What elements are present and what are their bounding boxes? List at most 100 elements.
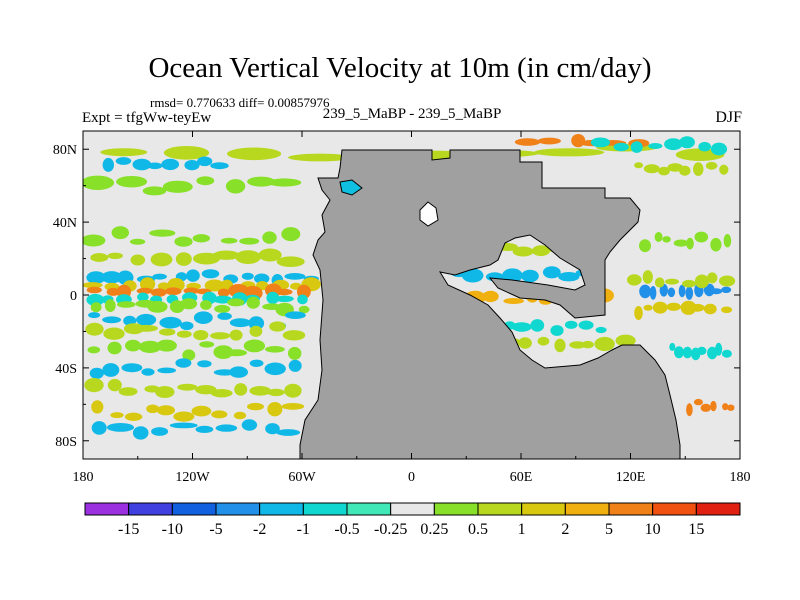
colorbar-label: -5 (209, 521, 222, 538)
velocity-field (83, 131, 740, 459)
field-patch (210, 332, 231, 340)
field-patch (652, 301, 668, 314)
field-patch (192, 234, 210, 243)
field-patch (227, 298, 245, 307)
field-patch (267, 178, 302, 187)
field-patch (679, 136, 695, 149)
field-patch (106, 287, 120, 296)
field-patch (193, 330, 209, 341)
field-patch (627, 274, 642, 286)
field-patch (169, 422, 198, 429)
field-patch (241, 419, 258, 431)
field-patch (634, 162, 644, 169)
field-patch (233, 411, 247, 420)
field-patch (137, 292, 149, 302)
field-patch (550, 325, 564, 336)
field-patch (639, 284, 651, 299)
colorbar-swatch (302, 502, 348, 516)
x-tick-label: 180 (730, 470, 751, 485)
field-patch (297, 294, 308, 305)
field-patch (234, 383, 248, 396)
field-patch (175, 252, 192, 266)
field-patch (117, 301, 136, 308)
colorbar-label: 10 (645, 521, 661, 538)
field-patch (125, 339, 141, 352)
y-tick-label: 80S (55, 435, 77, 450)
colorbar-label: -0.25 (374, 521, 407, 538)
field-patch (173, 411, 195, 422)
field-patch (107, 378, 122, 392)
field-patch (530, 319, 545, 332)
field-patch (674, 346, 684, 359)
field-patch (247, 402, 264, 411)
field-patch (176, 330, 192, 338)
field-patch (156, 405, 175, 416)
field-patch (503, 298, 524, 304)
field-patch (249, 325, 263, 337)
field-patch (284, 383, 302, 398)
colorbar-swatch (652, 502, 697, 516)
colorbar-swatch (259, 502, 304, 516)
experiment-label: Expt = tfgWw-teyEw (82, 110, 212, 126)
field-patch (141, 368, 155, 376)
field-patch (227, 147, 282, 161)
field-patch (723, 234, 732, 248)
field-patch (249, 386, 271, 396)
field-patch (578, 320, 594, 330)
field-patch (146, 404, 160, 414)
field-patch (180, 298, 198, 310)
field-patch (243, 339, 266, 353)
field-patch (682, 346, 693, 359)
colorbar-label: 15 (688, 521, 704, 538)
field-patch (721, 349, 732, 358)
field-patch (88, 312, 101, 319)
field-patch (281, 227, 301, 242)
field-patch (267, 388, 285, 397)
field-patch (265, 346, 285, 353)
field-patch (669, 342, 676, 351)
field-patch (686, 403, 693, 417)
colorbar-swatch (433, 502, 479, 516)
field-patch (690, 303, 705, 312)
field-patch (157, 367, 177, 374)
field-patch (106, 423, 135, 432)
field-patch (581, 340, 594, 349)
colorbar-swatch (84, 502, 130, 516)
field-patch (722, 403, 729, 411)
field-patch (680, 300, 697, 315)
field-patch (102, 157, 115, 172)
colorbar-label: 0.25 (420, 521, 448, 538)
field-patch (241, 272, 254, 280)
field-patch (210, 162, 229, 170)
field-patch (193, 311, 213, 325)
colorbar-label: -2 (253, 521, 266, 538)
field-patch (197, 156, 213, 167)
colorbar-swatch (215, 502, 261, 516)
field-patch (281, 403, 305, 410)
field-patch (482, 290, 499, 303)
field-patch (643, 304, 653, 311)
field-patch (721, 286, 732, 293)
field-patch (150, 252, 173, 267)
field-patch (707, 346, 718, 360)
field-patch (595, 326, 607, 334)
field-patch (225, 349, 247, 357)
field-patch (196, 176, 215, 186)
x-tick-label: 120E (616, 470, 646, 485)
x-tick-label: 120W (175, 470, 210, 485)
field-patch (262, 231, 277, 244)
rmsd-label: rmsd= 0.770633 diff= 0.00857976 (150, 95, 330, 110)
colorbar-swatch (564, 502, 610, 516)
field-patch (700, 403, 711, 412)
field-patch (710, 400, 717, 412)
field-patch (288, 359, 302, 372)
field-patch (83, 282, 103, 289)
field-patch (518, 337, 532, 349)
land-mass (299, 149, 681, 459)
field-patch (275, 295, 294, 302)
colorbar-label: 1 (518, 521, 526, 538)
field-patch (86, 293, 105, 306)
field-patch (719, 275, 736, 287)
field-patch (727, 404, 735, 411)
field-patch (665, 278, 679, 285)
